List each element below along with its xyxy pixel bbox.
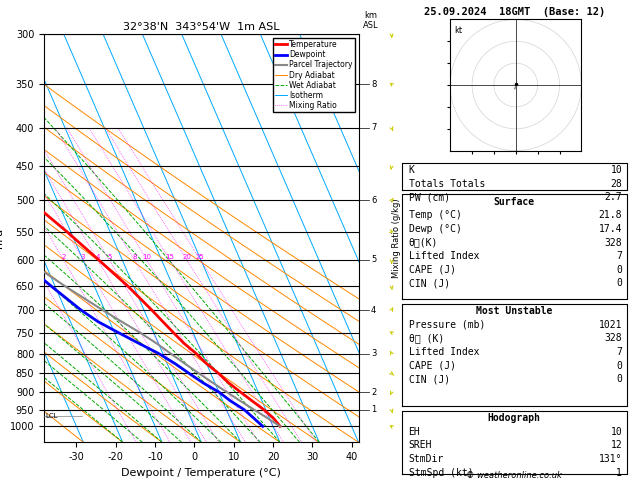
Text: Mixing Ratio (g/kg): Mixing Ratio (g/kg) [392,198,401,278]
Text: 2: 2 [61,254,65,260]
Text: 25: 25 [196,254,205,260]
Text: 7: 7 [371,123,377,132]
Text: 328: 328 [604,238,622,248]
Text: 4: 4 [96,254,100,260]
Text: K: K [409,165,415,175]
Text: 5: 5 [371,256,376,264]
Text: 0: 0 [616,278,622,289]
Y-axis label: hPa: hPa [0,228,4,248]
Text: 1: 1 [371,405,376,414]
Text: Surface: Surface [494,197,535,207]
Text: km
ASL: km ASL [364,11,379,30]
Text: 0: 0 [616,374,622,384]
Text: 0: 0 [616,265,622,275]
Text: θᴄ(K): θᴄ(K) [409,238,438,248]
Text: CAPE (J): CAPE (J) [409,265,455,275]
Legend: Temperature, Dewpoint, Parcel Trajectory, Dry Adiabat, Wet Adiabat, Isotherm, Mi: Temperature, Dewpoint, Parcel Trajectory… [273,38,355,112]
Text: 7: 7 [616,347,622,357]
Title: 32°38'N  343°54'W  1m ASL: 32°38'N 343°54'W 1m ASL [123,22,279,32]
Text: PW (cm): PW (cm) [409,192,450,203]
Text: CAPE (J): CAPE (J) [409,361,455,371]
Text: 17.4: 17.4 [599,224,622,234]
Text: 328: 328 [604,333,622,344]
Text: 0: 0 [616,361,622,371]
Text: kt: kt [455,26,463,35]
Text: StmSpd (kt): StmSpd (kt) [409,468,473,478]
Text: LCL: LCL [46,414,58,419]
Text: CIN (J): CIN (J) [409,278,450,289]
Text: 10: 10 [142,254,151,260]
Text: Most Unstable: Most Unstable [476,306,552,316]
Text: 3: 3 [371,349,377,358]
Text: 4: 4 [371,306,376,314]
Text: 7: 7 [616,251,622,261]
Text: StmDir: StmDir [409,454,444,464]
Text: 1: 1 [616,468,622,478]
Text: 10: 10 [610,427,622,437]
Text: 25.09.2024  18GMT  (Base: 12): 25.09.2024 18GMT (Base: 12) [423,7,605,17]
Text: 6: 6 [371,196,377,205]
Text: © weatheronline.co.uk: © weatheronline.co.uk [466,471,562,480]
Text: Dewp (°C): Dewp (°C) [409,224,462,234]
Text: Lifted Index: Lifted Index [409,251,479,261]
Text: 1021: 1021 [599,320,622,330]
Text: 12: 12 [610,440,622,451]
Text: 2.7: 2.7 [604,192,622,203]
Text: Lifted Index: Lifted Index [409,347,479,357]
Text: 20: 20 [182,254,191,260]
Text: Hodograph: Hodograph [487,413,541,423]
Text: 3: 3 [81,254,86,260]
Text: 8: 8 [371,80,377,89]
Text: 15: 15 [165,254,174,260]
Text: 131°: 131° [599,454,622,464]
Text: 5: 5 [107,254,111,260]
Text: Temp (°C): Temp (°C) [409,210,462,221]
Text: θᴄ (K): θᴄ (K) [409,333,444,344]
Text: 28: 28 [610,179,622,189]
Text: Pressure (mb): Pressure (mb) [409,320,485,330]
Text: CIN (J): CIN (J) [409,374,450,384]
X-axis label: Dewpoint / Temperature (°C): Dewpoint / Temperature (°C) [121,468,281,478]
Text: 21.8: 21.8 [599,210,622,221]
Text: 10: 10 [610,165,622,175]
Text: Totals Totals: Totals Totals [409,179,485,189]
Text: 8: 8 [132,254,136,260]
Text: 2: 2 [371,387,376,397]
Text: SREH: SREH [409,440,432,451]
Text: EH: EH [409,427,420,437]
